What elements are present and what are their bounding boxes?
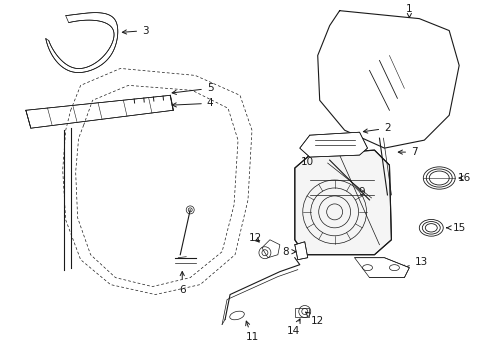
Text: 12: 12 [248, 233, 261, 243]
Text: 6: 6 [179, 271, 185, 294]
Text: 11: 11 [245, 321, 258, 342]
Text: 5: 5 [172, 84, 213, 94]
Polygon shape [317, 11, 458, 148]
Polygon shape [262, 240, 279, 258]
Text: 13: 13 [400, 257, 427, 269]
Text: 1: 1 [405, 4, 412, 18]
Text: 7: 7 [397, 147, 417, 157]
Polygon shape [46, 13, 118, 73]
Polygon shape [294, 150, 390, 255]
Text: 2: 2 [363, 123, 390, 133]
Polygon shape [26, 95, 173, 128]
Text: 4: 4 [172, 98, 213, 108]
Bar [294, 307, 308, 318]
Text: 3: 3 [122, 26, 148, 36]
Text: 12: 12 [305, 312, 324, 327]
Text: 14: 14 [286, 319, 300, 336]
Text: 15: 15 [446, 223, 465, 233]
Text: 9: 9 [358, 187, 364, 197]
Text: 8: 8 [282, 247, 295, 257]
Text: 10: 10 [301, 151, 315, 167]
Polygon shape [299, 132, 367, 157]
Polygon shape [294, 242, 307, 260]
Polygon shape [354, 258, 408, 278]
Text: 16: 16 [457, 173, 470, 183]
